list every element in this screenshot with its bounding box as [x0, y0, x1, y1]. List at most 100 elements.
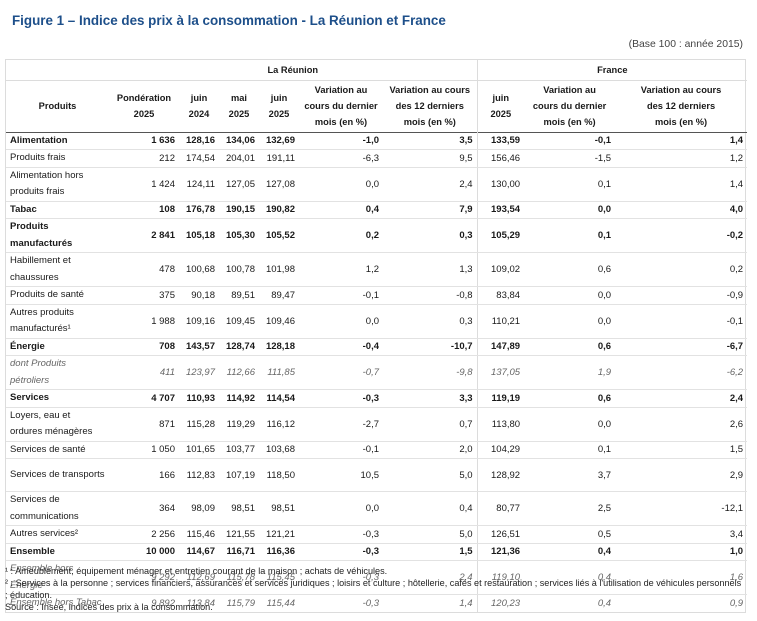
- table-cell: 124,11: [179, 167, 219, 202]
- table-cell: 0,6: [524, 252, 616, 287]
- table-cell: -0,2: [615, 218, 748, 253]
- table-cell: 1,5: [383, 543, 478, 561]
- table-cell: 112,66: [219, 355, 259, 390]
- row-label: Alimentation: [6, 132, 109, 150]
- table-cell: 98,09: [179, 491, 219, 526]
- col-fr-var-12: Variation au cours des 12 derniers mois (e…: [640, 85, 722, 127]
- table-cell: 2 256: [109, 525, 179, 544]
- table-cell: 98,51: [219, 491, 259, 526]
- table-cell: 190,82: [259, 201, 299, 219]
- table-cell: 0,0: [524, 304, 616, 339]
- table-cell: 105,18: [179, 218, 219, 253]
- table-cell: 1,0: [615, 543, 748, 561]
- table-cell: 9 892: [151, 597, 175, 609]
- table-cell: 2,4: [615, 389, 748, 408]
- table-cell: 2,9: [615, 458, 748, 492]
- table-cell: 1,6: [615, 560, 748, 595]
- table-cell: 0,6: [524, 389, 616, 408]
- row-label: Services de communications: [6, 491, 109, 526]
- table-cell: 0,6: [524, 338, 616, 356]
- table-cell: 9,5: [383, 149, 478, 168]
- table-cell: 0,4: [383, 491, 478, 526]
- table-row: Services de communications 364 98,09 98,51 9…: [6, 491, 748, 526]
- table-row: Ensemble hors Tabac 9 892 113,84 115,79 115,…: [6, 594, 747, 612]
- table-cell: 3,4: [615, 525, 748, 544]
- table-cell: -2,7: [299, 407, 383, 442]
- table-cell: 115,79: [226, 597, 255, 609]
- table-cell: 115,46: [179, 525, 219, 544]
- table-cell: 128,92: [476, 458, 525, 492]
- table-cell: 3,5: [383, 132, 478, 150]
- table-cell: -0,3: [299, 560, 383, 595]
- table-cell: 105,30: [219, 218, 259, 253]
- table-cell: 128,18: [259, 338, 299, 356]
- table-body: Alimentation 1 636 128,16 134,06 132,69 -1,0 3…: [6, 132, 748, 612]
- table-cell: 10 000: [109, 543, 179, 561]
- table-cell: 104,29: [476, 441, 525, 459]
- table-cell: 364: [109, 491, 179, 526]
- table-cell: 89,47: [259, 286, 299, 305]
- table-cell: 0,0: [524, 286, 616, 305]
- table-cell: 112,83: [179, 458, 219, 492]
- table-cell: -0,1: [299, 286, 383, 305]
- row-label: Produits manufacturés: [6, 218, 109, 253]
- table-cell: 174,54: [179, 149, 219, 168]
- col-mai-2025: mai 2025: [228, 93, 250, 119]
- table-cell: 128,74: [219, 338, 259, 356]
- table-cell: 191,11: [259, 149, 299, 168]
- table-cell: -6,3: [299, 149, 383, 168]
- table-cell: -0,3: [299, 389, 383, 408]
- table-row: Tabac 108 176,78 190,15 190,82 0,4 7,9 193,54 0,…: [6, 201, 748, 219]
- table-cell: 1 050: [109, 441, 179, 459]
- table-cell: 111,85: [259, 355, 299, 390]
- table-cell: 190,15: [219, 201, 259, 219]
- table-cell: 128,16: [179, 132, 219, 150]
- table-cell: 118,50: [259, 458, 299, 492]
- table-cell: 107,19: [219, 458, 259, 492]
- table-cell: 116,12: [259, 407, 299, 442]
- table-row: Produits frais 212 174,54 204,01 191,11 -6,3 9…: [6, 149, 748, 168]
- table-cell: 127,08: [259, 167, 299, 202]
- table-cell: -1,5: [524, 149, 616, 168]
- row-label: Ensemble hors Tabac: [10, 597, 102, 608]
- table-cell: -1,0: [299, 132, 383, 150]
- table-cell: -12,1: [615, 491, 748, 526]
- table-cell: -0,1: [299, 441, 383, 459]
- col-var-12: Variation au cours des 12 derniers mois (e…: [389, 85, 471, 127]
- table-cell: 127,05: [219, 167, 259, 202]
- column-header-row: Produits Pondération 2025 juin 2024 mai 202…: [6, 80, 748, 132]
- table-cell: 1,4: [459, 597, 473, 609]
- col-juin-2025: juin 2025: [268, 93, 290, 119]
- table-cell: 116,71: [219, 543, 259, 561]
- table-cell: 204,01: [219, 149, 259, 168]
- table-cell: -0,3: [299, 525, 383, 544]
- price-index-table: La Réunion France Produits Pondération 20…: [6, 60, 748, 612]
- table-cell: 1 424: [109, 167, 179, 202]
- table-cell: 2 841: [109, 218, 179, 253]
- table-cell: 5,0: [383, 458, 478, 492]
- table-cell: 0,0: [524, 201, 616, 219]
- table-cell: 0,4: [524, 543, 616, 561]
- row-label: Produits de santé: [6, 286, 109, 305]
- table-cell: 109,45: [219, 304, 259, 339]
- row-label: Habillement et chaussures: [6, 252, 109, 287]
- table-cell: 1 636: [109, 132, 179, 150]
- table-cell: 121,36: [476, 543, 525, 561]
- table-cell: 3,3: [383, 389, 478, 408]
- table-row: Autres produits manufacturés¹ 1 988 109,16…: [6, 304, 748, 339]
- table-cell: 9 292: [109, 560, 179, 595]
- col-fr-var-mois: Variation au cours du dernier mois (en %): [532, 85, 607, 127]
- table-cell: 411: [109, 355, 179, 390]
- table-cell: 126,51: [476, 525, 525, 544]
- table-cell: 708: [109, 338, 179, 356]
- footnote-1: ¹ : Ameublement, équipement ménager et e…: [5, 566, 388, 576]
- table-cell: -0,9: [615, 286, 748, 305]
- table-cell: -0,8: [383, 286, 478, 305]
- table-cell: 1,3: [383, 252, 478, 287]
- footnote-2: ² : Services à la personne ; services fi…: [5, 578, 742, 600]
- table-cell: 0,2: [615, 252, 748, 287]
- table-cell: -0,7: [299, 355, 383, 390]
- table-cell: 0,1: [524, 167, 616, 202]
- table-cell: 7,9: [383, 201, 478, 219]
- table-cell: 113,84: [186, 597, 215, 609]
